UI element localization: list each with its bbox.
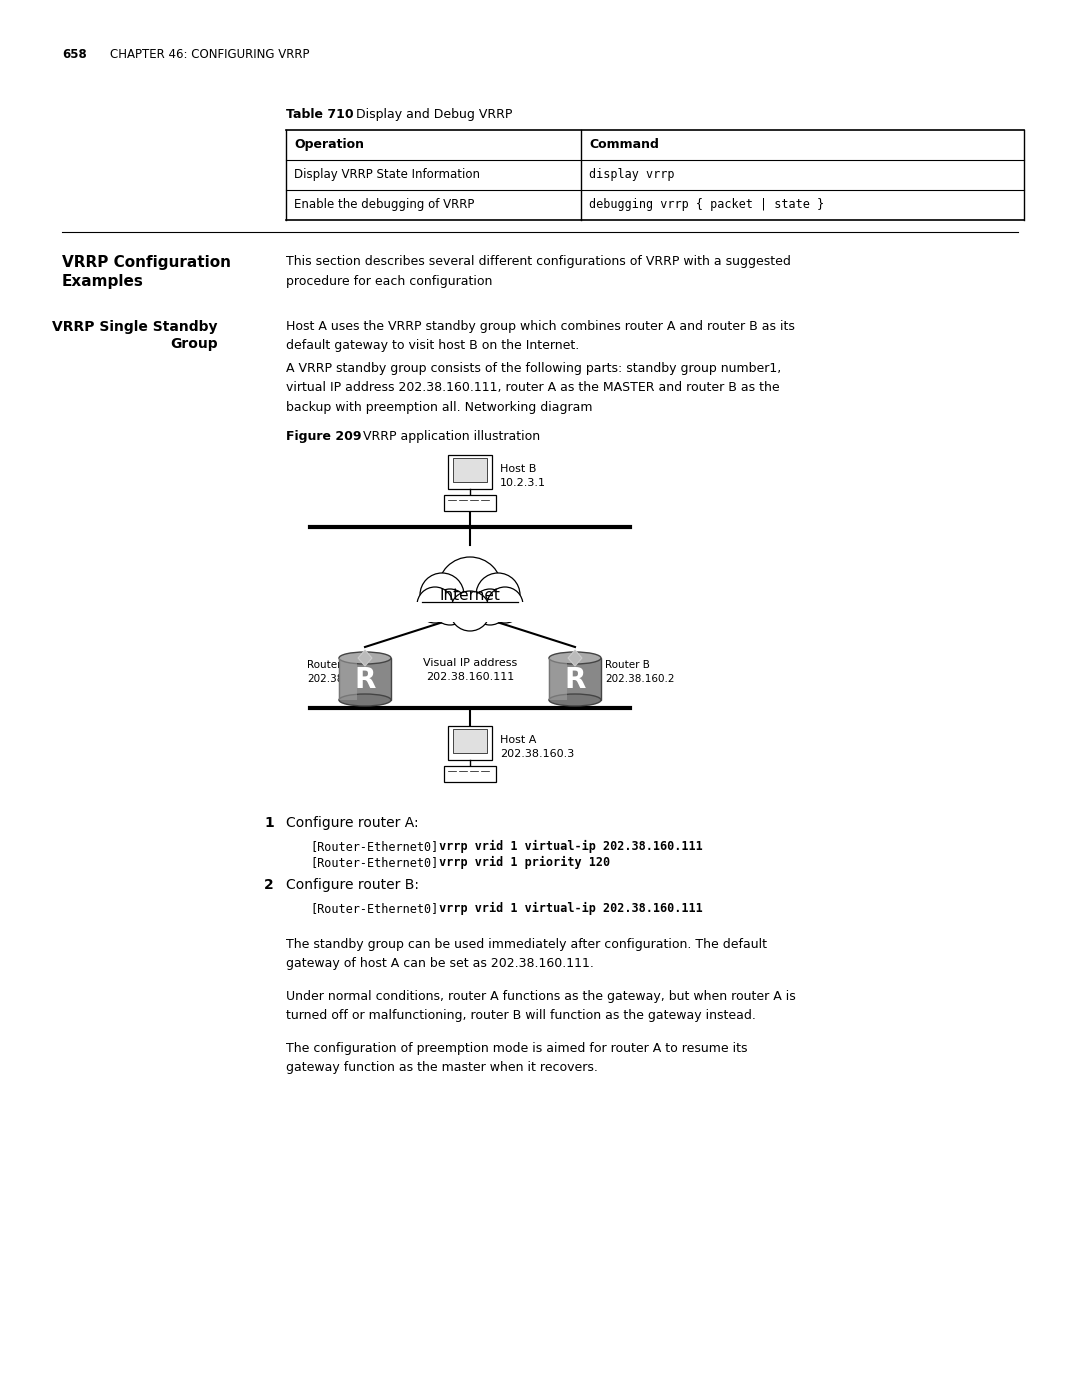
Circle shape	[487, 587, 523, 623]
Text: vrrp vrid 1 priority 120: vrrp vrid 1 priority 120	[432, 856, 610, 869]
Polygon shape	[448, 455, 492, 489]
Text: VRRP Configuration: VRRP Configuration	[62, 256, 231, 270]
Ellipse shape	[339, 694, 391, 705]
Circle shape	[432, 590, 468, 624]
Circle shape	[417, 587, 453, 623]
Polygon shape	[410, 602, 530, 622]
Text: Under normal conditions, router A functions as the gateway, but when router A is: Under normal conditions, router A functi…	[286, 990, 796, 1023]
Text: Group: Group	[171, 337, 218, 351]
FancyBboxPatch shape	[549, 658, 600, 700]
Text: 658: 658	[62, 47, 86, 61]
Text: Internet: Internet	[440, 588, 500, 602]
Polygon shape	[453, 729, 487, 753]
Ellipse shape	[549, 694, 600, 705]
Text: 10.2.3.1: 10.2.3.1	[500, 478, 546, 488]
Circle shape	[476, 573, 519, 617]
Text: This section describes several different configurations of VRRP with a suggested: This section describes several different…	[286, 256, 791, 288]
FancyBboxPatch shape	[549, 658, 567, 700]
Text: vrrp vrid 1 virtual-ip 202.38.160.111: vrrp vrid 1 virtual-ip 202.38.160.111	[432, 902, 703, 915]
Text: [Router-Ethernet0]: [Router-Ethernet0]	[310, 902, 438, 915]
Text: Display VRRP State Information: Display VRRP State Information	[294, 168, 480, 182]
Ellipse shape	[339, 652, 391, 664]
FancyBboxPatch shape	[339, 658, 391, 700]
Circle shape	[472, 590, 508, 624]
Text: vrrp vrid 1 virtual-ip 202.38.160.111: vrrp vrid 1 virtual-ip 202.38.160.111	[432, 840, 703, 854]
Text: Display and Debug VRRP: Display and Debug VRRP	[348, 108, 512, 122]
Circle shape	[420, 573, 464, 617]
Text: Router A: Router A	[307, 659, 352, 671]
Text: Configure router B:: Configure router B:	[286, 877, 419, 893]
Polygon shape	[448, 726, 492, 760]
FancyBboxPatch shape	[339, 658, 357, 700]
Text: VRRP Single Standby: VRRP Single Standby	[53, 320, 218, 334]
Text: 202.38.160.1: 202.38.160.1	[307, 673, 377, 685]
Text: Table 710: Table 710	[286, 108, 353, 122]
Text: [Router-Ethernet0]: [Router-Ethernet0]	[310, 840, 438, 854]
Text: Host B: Host B	[500, 464, 537, 474]
Text: R: R	[354, 666, 376, 694]
Text: 1: 1	[264, 816, 273, 830]
Text: CHAPTER 46: CONFIGURING VRRP: CHAPTER 46: CONFIGURING VRRP	[95, 47, 310, 61]
Text: Figure 209: Figure 209	[286, 430, 362, 443]
Text: Examples: Examples	[62, 274, 144, 289]
Polygon shape	[418, 567, 522, 617]
Text: 202.38.160.2: 202.38.160.2	[605, 673, 675, 685]
Text: 202.38.160.3: 202.38.160.3	[500, 749, 575, 759]
Text: Command: Command	[589, 138, 659, 151]
Text: Router B: Router B	[605, 659, 650, 671]
Circle shape	[438, 557, 502, 622]
Text: R: R	[565, 666, 585, 694]
Text: VRRP application illustration: VRRP application illustration	[351, 430, 540, 443]
Text: 202.38.160.111: 202.38.160.111	[426, 672, 514, 682]
Text: Operation: Operation	[294, 138, 364, 151]
Text: Enable the debugging of VRRP: Enable the debugging of VRRP	[294, 198, 474, 211]
Text: The standby group can be used immediately after configuration. The default
gatew: The standby group can be used immediatel…	[286, 937, 767, 971]
Text: Host A: Host A	[500, 735, 537, 745]
Text: The configuration of preemption mode is aimed for router A to resume its
gateway: The configuration of preemption mode is …	[286, 1042, 747, 1074]
Polygon shape	[444, 766, 496, 782]
Polygon shape	[444, 495, 496, 511]
Text: 2: 2	[264, 877, 273, 893]
Circle shape	[450, 591, 490, 631]
Text: display vrrp: display vrrp	[589, 168, 675, 182]
Polygon shape	[568, 650, 582, 666]
Polygon shape	[453, 458, 487, 482]
Text: Configure router A:: Configure router A:	[286, 816, 419, 830]
Ellipse shape	[549, 652, 600, 664]
Text: [Router-Ethernet0]: [Router-Ethernet0]	[310, 856, 438, 869]
Text: Host A uses the VRRP standby group which combines router A and router B as its
d: Host A uses the VRRP standby group which…	[286, 320, 795, 352]
Polygon shape	[357, 650, 372, 666]
Text: A VRRP standby group consists of the following parts: standby group number1,
vir: A VRRP standby group consists of the fol…	[286, 362, 781, 414]
Text: debugging vrrp { packet | state }: debugging vrrp { packet | state }	[589, 198, 824, 211]
Text: Visual IP address: Visual IP address	[423, 658, 517, 668]
